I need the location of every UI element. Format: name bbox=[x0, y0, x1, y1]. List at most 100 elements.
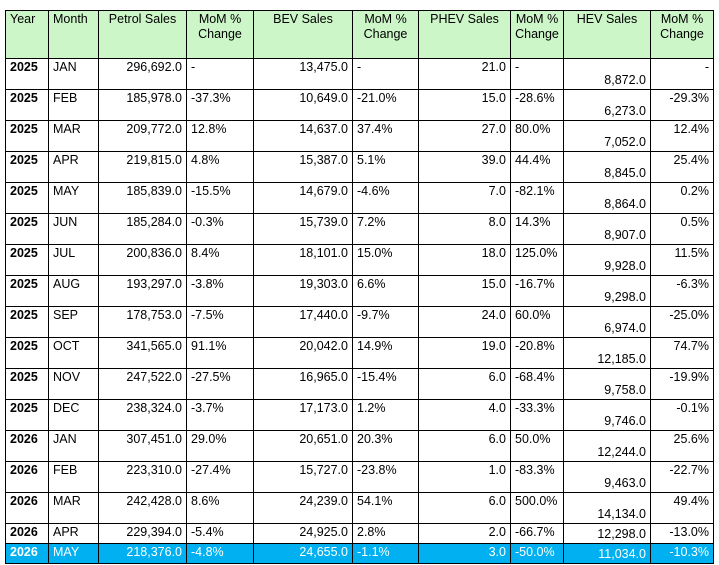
table-cell: 9,746.0 bbox=[563, 399, 651, 431]
table-cell: 15.0% bbox=[352, 244, 419, 276]
table-cell: 2.0 bbox=[418, 523, 511, 544]
table-cell: 178,753.0 bbox=[98, 306, 187, 338]
table-cell: -10.3% bbox=[650, 543, 714, 564]
table-cell: 341,565.0 bbox=[98, 337, 187, 369]
table-cell: -15.5% bbox=[186, 182, 254, 214]
table-cell: 0.5% bbox=[650, 213, 714, 245]
table-cell: 15,387.0 bbox=[253, 151, 353, 183]
column-header: Year bbox=[5, 10, 49, 59]
table-cell: OCT bbox=[48, 337, 99, 369]
table-cell: 60.0% bbox=[510, 306, 564, 338]
table-cell: 6.0 bbox=[418, 430, 511, 462]
table-cell: MAR bbox=[48, 120, 99, 152]
table-cell: -22.7% bbox=[650, 461, 714, 493]
table-cell: 12,185.0 bbox=[563, 337, 651, 369]
table-cell: 5.1% bbox=[352, 151, 419, 183]
table-cell: 17,440.0 bbox=[253, 306, 353, 338]
table-cell: -3.8% bbox=[186, 275, 254, 307]
table-cell: -9.7% bbox=[352, 306, 419, 338]
table-cell: 20.3% bbox=[352, 430, 419, 462]
table-cell: FEB bbox=[48, 461, 99, 493]
table-cell: 209,772.0 bbox=[98, 120, 187, 152]
table-cell: 20,651.0 bbox=[253, 430, 353, 462]
table-cell: 193,297.0 bbox=[98, 275, 187, 307]
table-cell: -0.1% bbox=[650, 399, 714, 431]
table-cell: 25.6% bbox=[650, 430, 714, 462]
table-cell: 14.9% bbox=[352, 337, 419, 369]
table-cell: 91.1% bbox=[186, 337, 254, 369]
table-cell: 6.6% bbox=[352, 275, 419, 307]
table-cell: 14.3% bbox=[510, 213, 564, 245]
table-cell: -83.3% bbox=[510, 461, 564, 493]
table-cell: 24,239.0 bbox=[253, 492, 353, 524]
table-cell: 200,836.0 bbox=[98, 244, 187, 276]
table-cell: 50.0% bbox=[510, 430, 564, 462]
table-cell: 24,655.0 bbox=[253, 543, 353, 564]
table-cell: 20,042.0 bbox=[253, 337, 353, 369]
table-cell: -19.9% bbox=[650, 368, 714, 400]
table-cell: 4.8% bbox=[186, 151, 254, 183]
column-header: MoM % Change bbox=[352, 10, 419, 59]
table-cell: 7.2% bbox=[352, 213, 419, 245]
table-cell: 12,298.0 bbox=[563, 523, 651, 544]
table-cell: JAN bbox=[48, 58, 99, 90]
table-row: 2025 JAN 296,692.0-13,475.0-21.0-8,872.0- bbox=[5, 58, 714, 90]
table-cell: -82.1% bbox=[510, 182, 564, 214]
table-cell: 2026 bbox=[5, 492, 49, 524]
table-cell: 1.0 bbox=[418, 461, 511, 493]
table-cell: 185,978.0 bbox=[98, 89, 187, 121]
table-cell: -68.4% bbox=[510, 368, 564, 400]
table-cell: 54.1% bbox=[352, 492, 419, 524]
table-cell: 15.0 bbox=[418, 89, 511, 121]
table-cell: 29.0% bbox=[186, 430, 254, 462]
table-cell: 14,637.0 bbox=[253, 120, 353, 152]
table-cell: 15.0 bbox=[418, 275, 511, 307]
table-row: 2025 MAY 185,839.0 -15.5% 14,679.0 -4.6% 7.0 -8… bbox=[5, 182, 714, 214]
table-cell: 247,522.0 bbox=[98, 368, 187, 400]
table-cell: 2026 bbox=[5, 461, 49, 493]
table-row: 2026 MAR 242,428.0 8.6% 24,239.0 54.1% 6.0 500.… bbox=[5, 492, 714, 524]
table-cell: 49.4% bbox=[650, 492, 714, 524]
table-cell: -7.5% bbox=[186, 306, 254, 338]
table-cell: JUL bbox=[48, 244, 99, 276]
table-cell: 24.0 bbox=[418, 306, 511, 338]
table-cell: 6,273.0 bbox=[563, 89, 651, 121]
table-cell: 21.0 bbox=[418, 58, 511, 90]
table-cell: -50.0% bbox=[510, 543, 564, 564]
table-cell: 2025 bbox=[5, 368, 49, 400]
column-header: Petrol Sales bbox=[98, 10, 187, 59]
table-row: 2025 SEP 178,753.0 -7.5% 17,440.0 -9.7% 24.0 60… bbox=[5, 306, 714, 338]
table-cell: 16,965.0 bbox=[253, 368, 353, 400]
table-row: 2025 JUN 185,284.0 -0.3% 15,739.0 7.2% 8.0 14.3… bbox=[5, 213, 714, 245]
table-cell: - bbox=[186, 58, 254, 90]
table-cell: 7,052.0 bbox=[563, 120, 651, 152]
table-cell: 8,872.0 bbox=[563, 58, 651, 90]
table-cell: 14,134.0 bbox=[563, 492, 651, 524]
table-cell: 27.0 bbox=[418, 120, 511, 152]
table-cell: -21.0% bbox=[352, 89, 419, 121]
table-cell: 80.0% bbox=[510, 120, 564, 152]
table-cell: 2025 bbox=[5, 120, 49, 152]
table-cell: -27.4% bbox=[186, 461, 254, 493]
column-header: MoM % Change bbox=[186, 10, 254, 59]
table-cell: -25.0% bbox=[650, 306, 714, 338]
table-cell: 296,692.0 bbox=[98, 58, 187, 90]
table-cell: 6.0 bbox=[418, 492, 511, 524]
table-row: 2025 AUG 193,297.0 -3.8% 19,303.0 6.6% 15.0 -16… bbox=[5, 275, 714, 307]
table-body: 2025 JAN 296,692.0-13,475.0-21.0-8,872.0-2… bbox=[5, 58, 714, 564]
table-row: 2025 APR 219,815.0 4.8% 15,387.0 5.1% 39.0 44.4… bbox=[5, 151, 714, 183]
table-cell: 6,974.0 bbox=[563, 306, 651, 338]
table-cell: 2025 bbox=[5, 89, 49, 121]
table-cell: SEP bbox=[48, 306, 99, 338]
table-cell: 1.2% bbox=[352, 399, 419, 431]
table-cell: 219,815.0 bbox=[98, 151, 187, 183]
table-cell: -28.6% bbox=[510, 89, 564, 121]
table-cell: 13,475.0 bbox=[253, 58, 353, 90]
table-cell: 2.8% bbox=[352, 523, 419, 544]
table-cell: FEB bbox=[48, 89, 99, 121]
table-cell: -13.0% bbox=[650, 523, 714, 544]
table-cell: -33.3% bbox=[510, 399, 564, 431]
table-cell: 17,173.0 bbox=[253, 399, 353, 431]
table-cell: 7.0 bbox=[418, 182, 511, 214]
table-row: 2025 FEB 185,978.0 -37.3% 10,649.0 -21.0% 15.0… bbox=[5, 89, 714, 121]
